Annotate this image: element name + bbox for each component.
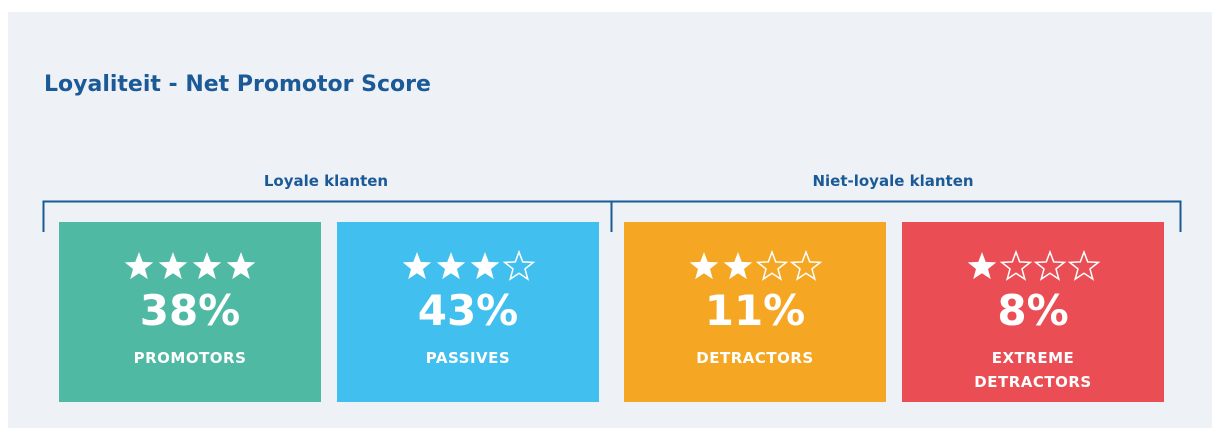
stars <box>402 250 536 281</box>
star-filled <box>436 252 466 280</box>
star-empty <box>502 250 536 281</box>
star-filled <box>402 252 432 280</box>
star-empty <box>1067 250 1101 281</box>
percentage: 11% <box>704 286 806 335</box>
segment-label: DETRACTORS <box>696 349 814 367</box>
score-card: 43% PASSIVES <box>337 222 599 402</box>
percentage: 43% <box>417 286 519 335</box>
star-empty <box>755 250 789 281</box>
star-filled <box>158 252 188 280</box>
star-empty <box>789 250 823 281</box>
star-empty <box>1033 250 1067 281</box>
score-card: 11% DETRACTORS <box>624 222 886 402</box>
score-card: 8% EXTREME DETRACTORS <box>902 222 1164 402</box>
star-filled <box>226 252 256 280</box>
segment-label: PROMOTORS <box>133 349 247 367</box>
title: Loyaliteit - Net Promotor Score <box>44 72 431 97</box>
star-filled <box>689 252 719 280</box>
segment-label: PASSIVES <box>425 349 511 367</box>
star-filled <box>470 252 500 280</box>
group-label: Niet-loyale klanten <box>812 172 974 190</box>
star-filled <box>192 252 222 280</box>
percentage: 8% <box>997 286 1069 335</box>
star-empty <box>999 250 1033 281</box>
star-filled <box>124 252 154 280</box>
percentage: 38% <box>139 286 241 335</box>
stars <box>689 250 823 281</box>
segment-label: EXTREME DETRACTORS <box>974 349 1092 391</box>
star-filled <box>967 252 997 280</box>
score-card: 38% PROMOTORS <box>59 222 321 402</box>
stars <box>124 252 256 280</box>
star-filled <box>723 252 753 280</box>
group-label: Loyale klanten <box>263 172 389 190</box>
stars <box>967 250 1101 281</box>
